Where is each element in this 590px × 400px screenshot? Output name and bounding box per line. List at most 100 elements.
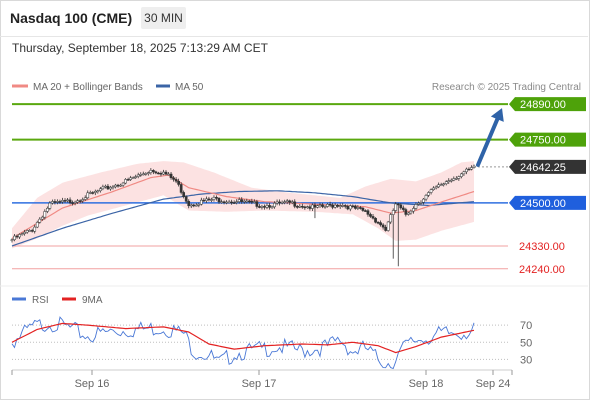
candle-body <box>30 230 34 232</box>
candle-body <box>333 204 337 208</box>
candle-body <box>268 205 271 208</box>
candle-body <box>454 178 458 180</box>
candle-body <box>303 206 307 209</box>
candle-body <box>346 206 350 210</box>
candle-body <box>265 205 269 208</box>
rsi-tick-70: 70 <box>520 320 532 332</box>
candle-body <box>20 233 24 235</box>
watermark: Research © 2025 Trading Central <box>432 82 581 93</box>
candle-body <box>361 207 365 211</box>
timeframe-badge[interactable]: 30 MIN <box>141 7 186 29</box>
candle-body <box>78 200 82 202</box>
candle-body <box>434 186 438 189</box>
level-tag-24642-25 <box>509 159 586 174</box>
level-label-24642-25: 24642.25 <box>520 162 566 174</box>
instrument-title: Nasdaq 100 (CME) <box>10 10 133 26</box>
candle-body <box>172 177 175 180</box>
candle-body <box>465 168 468 173</box>
candle-body <box>424 195 428 200</box>
legend-label-ma50: MA 50 <box>175 82 204 93</box>
candle-body <box>376 221 380 224</box>
candle-body <box>174 179 178 182</box>
candle-body <box>227 201 231 204</box>
candle-body <box>235 201 239 203</box>
candle-body <box>409 210 413 214</box>
candle-body <box>414 204 418 209</box>
candle-body <box>353 205 357 209</box>
candle-body <box>348 205 352 210</box>
candle-body <box>205 198 208 202</box>
candle-body <box>270 206 274 209</box>
candle-body <box>43 211 47 218</box>
candle-body <box>364 210 367 212</box>
level-label-24500-00: 24500.00 <box>520 198 566 210</box>
candle-body <box>336 204 340 207</box>
candle-body <box>61 200 64 203</box>
candle-body <box>447 180 451 182</box>
candle-body <box>91 192 95 194</box>
candle-body <box>343 205 347 207</box>
candle-body <box>419 202 423 204</box>
candle-body <box>263 206 266 208</box>
rsi-tick-30: 30 <box>520 354 532 366</box>
candle-body <box>119 184 122 187</box>
candle-body <box>199 199 203 205</box>
candle-body <box>48 202 52 209</box>
candle-body <box>131 177 135 179</box>
candle-body <box>283 201 287 203</box>
candle-body <box>384 226 387 231</box>
candle-body <box>99 188 102 192</box>
candle-body <box>96 190 100 193</box>
candle-body <box>374 217 377 223</box>
candle-body <box>472 165 476 168</box>
candle-body <box>404 209 408 215</box>
candle-body <box>109 187 112 190</box>
candle-body <box>331 204 334 208</box>
candle-body <box>56 201 59 203</box>
candle-body <box>439 184 443 186</box>
ma20-line <box>11 174 475 239</box>
candle-body <box>240 199 244 202</box>
candle-body <box>15 235 19 238</box>
candle-body <box>396 203 400 206</box>
candle-body <box>207 198 211 201</box>
candle-body <box>452 178 456 181</box>
candle-body <box>394 203 398 211</box>
candle-body <box>202 199 206 202</box>
candle-body <box>35 222 39 228</box>
candle-body <box>356 207 360 209</box>
candle-body <box>134 176 138 178</box>
candle-body <box>280 201 284 204</box>
candle-body <box>313 204 317 208</box>
candle-body <box>126 179 130 181</box>
candle-body <box>432 187 435 190</box>
candle-body <box>255 201 259 207</box>
level-tag-24500-00 <box>509 195 586 210</box>
candle-body <box>179 184 183 193</box>
candle-body <box>152 170 155 173</box>
candle-body <box>93 190 97 193</box>
candle-body <box>187 201 191 207</box>
candle-body <box>194 204 198 207</box>
candle-body <box>63 200 67 202</box>
candle-body <box>449 179 453 182</box>
ma50-line <box>11 190 475 247</box>
candle-body <box>83 197 87 200</box>
candle-body <box>167 173 170 176</box>
candle-body <box>316 205 319 208</box>
candle-body <box>101 186 105 190</box>
x-tick-label-sep-16: Sep 16 <box>75 378 110 390</box>
candle-body <box>371 216 375 219</box>
candle-body <box>111 186 115 189</box>
candle-body <box>215 197 218 199</box>
candle-body <box>66 199 69 202</box>
candle-body <box>10 239 14 241</box>
candle-body <box>250 200 254 203</box>
candle-body <box>45 208 49 212</box>
candle-body <box>462 171 466 175</box>
candle-body <box>467 168 471 171</box>
candle-body <box>422 198 425 203</box>
candle-body <box>338 205 342 207</box>
candle-body <box>326 203 329 207</box>
